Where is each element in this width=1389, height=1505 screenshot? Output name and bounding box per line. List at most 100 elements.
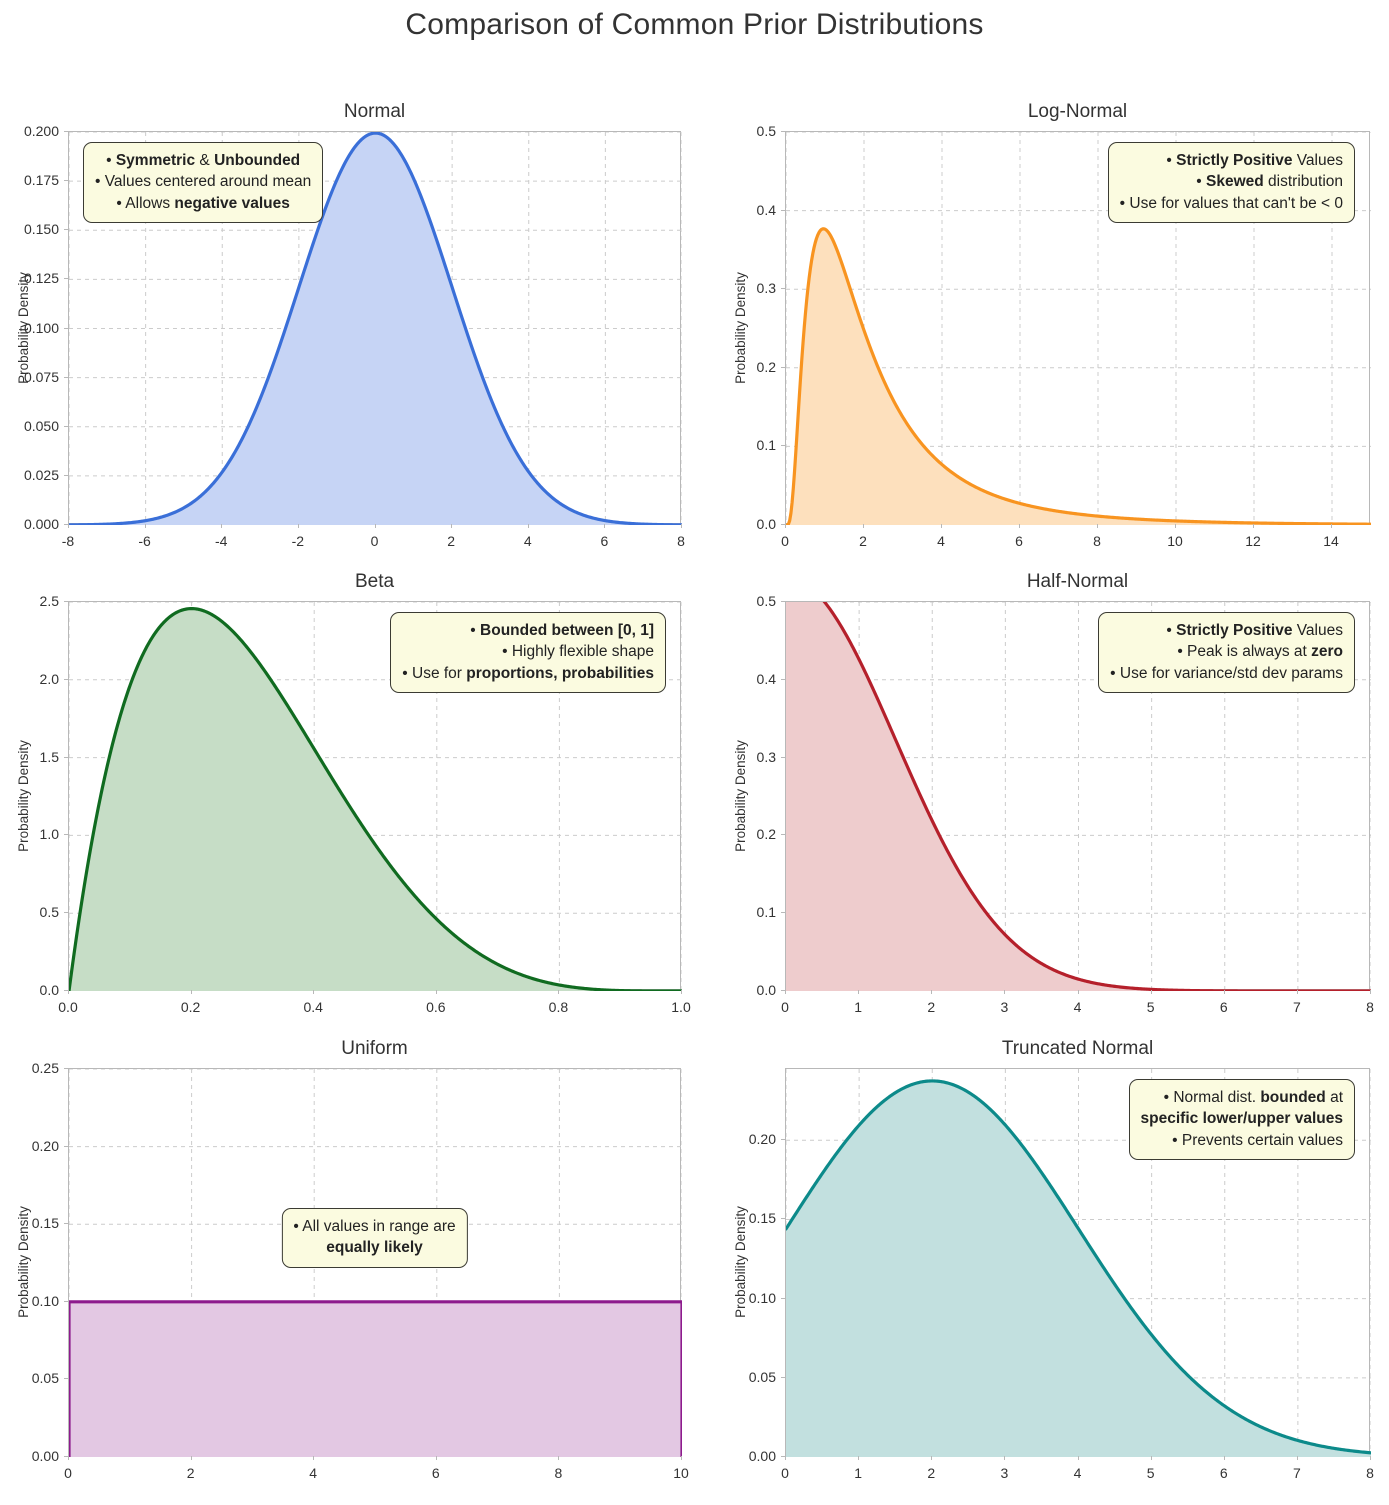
x-tick-mark [604, 524, 606, 528]
y-tick-label: 1.0 [39, 826, 59, 843]
x-tick-mark [68, 524, 69, 528]
curve-svg [69, 132, 682, 525]
y-tick-mark [781, 834, 785, 836]
curve-line [69, 607, 682, 991]
curve-line [69, 1300, 682, 1457]
subplot-truncated-normal: Truncated Normal Probability Density • Nor… [733, 1038, 1374, 1481]
x-tick-mark [558, 990, 560, 994]
x-tick-mark [297, 524, 299, 528]
x-tick-mark [1150, 990, 1152, 994]
y-tick-mark [64, 990, 68, 991]
curve-fill [786, 228, 1371, 525]
y-axis-label: Probability Density [733, 739, 748, 852]
y-tick-mark [781, 209, 785, 211]
x-tick-label: 8 [677, 533, 685, 549]
subplot-beta: Beta Probability Density • Bounded between… [16, 571, 691, 1015]
x-tick-mark [1223, 1456, 1225, 1460]
x-tick-mark [313, 990, 315, 994]
x-tick-mark [1370, 1456, 1371, 1460]
curve-line [786, 1079, 1371, 1455]
x-tick-label: 4 [937, 533, 945, 549]
y-tick-mark [781, 1218, 785, 1220]
x-tick-mark [68, 990, 69, 994]
x-tick-label: 10 [673, 1465, 689, 1481]
y-tick-label: 0.4 [756, 201, 776, 218]
x-tick-label: 0 [370, 533, 379, 549]
x-tick-label: 4 [309, 1465, 318, 1481]
x-tick-mark [1370, 990, 1371, 994]
y-tick-mark [781, 1297, 785, 1299]
x-tick-mark [68, 1456, 69, 1460]
y-tick-label: 0.4 [756, 670, 776, 687]
y-tick-label: 0.20 [31, 1137, 59, 1154]
y-tick-label: 0.175 [23, 172, 59, 189]
x-tick-label: 12 [1245, 533, 1261, 549]
y-tick-mark [64, 474, 68, 476]
y-tick-label: 0.10 [31, 1292, 59, 1309]
y-tick-label: 0.2 [756, 358, 776, 375]
y-tick-mark [64, 678, 68, 680]
x-tick-mark [558, 1456, 560, 1460]
x-tick-label: 1 [854, 1465, 863, 1481]
y-tick-mark [64, 524, 68, 525]
annotation-line: specific lower/upper values [1140, 1110, 1343, 1128]
y-tick-label: 0.15 [31, 1215, 59, 1232]
y-tick-label: 0.025 [23, 466, 59, 483]
y-tick-label: 0.200 [23, 123, 59, 139]
x-tick-label: 5 [1146, 1465, 1155, 1481]
curve-svg [786, 1069, 1371, 1457]
y-tick-label: 0.0 [39, 982, 59, 998]
x-tick-mark [313, 1456, 315, 1460]
x-tick-mark [144, 524, 146, 528]
x-tick-label: 0.8 [548, 999, 569, 1015]
x-tick-mark [863, 524, 864, 528]
y-tick-label: 0.5 [756, 123, 776, 139]
y-tick-mark [781, 131, 785, 132]
y-tick-label: 0.000 [23, 516, 59, 532]
x-tick-label: 1.0 [671, 999, 691, 1015]
annotation-line: • Strictly Positive Values [1166, 622, 1343, 639]
y-tick-mark [781, 445, 785, 447]
x-tick-mark [190, 990, 192, 994]
y-tick-label: 0.150 [23, 221, 59, 238]
y-tick-mark [781, 912, 785, 914]
x-tick-mark [858, 1456, 860, 1460]
x-tick-mark [1150, 1456, 1152, 1460]
x-tick-label: 3 [1000, 999, 1009, 1015]
y-tick-label: 0.5 [756, 593, 776, 609]
x-tick-label: -6 [138, 533, 151, 549]
x-tick-label: 6 [1015, 533, 1023, 549]
y-tick-label: 0.5 [39, 904, 59, 921]
x-tick-label: 3 [1000, 1465, 1009, 1481]
y-tick-mark [64, 912, 68, 914]
plot-area: • All values in range are equally likely [68, 1068, 682, 1457]
x-tick-label: 7 [1292, 999, 1301, 1015]
y-tick-label: 0.00 [31, 1448, 59, 1464]
y-axis-label: Probability Density [16, 1206, 31, 1318]
x-tick-label: 0.4 [303, 999, 323, 1015]
x-tick-mark [1004, 990, 1006, 994]
x-tick-mark [1097, 524, 1098, 528]
y-tick-label: 0.00 [748, 1448, 776, 1464]
x-tick-mark [1223, 990, 1225, 994]
y-tick-label: 0.125 [23, 270, 59, 287]
curve-svg [786, 132, 1371, 525]
y-axis-label: Probability Density [733, 271, 748, 384]
y-tick-mark [64, 1456, 68, 1457]
y-tick-mark [64, 756, 68, 758]
annotation-line: • Highly flexible shape [502, 643, 654, 661]
x-tick-mark [681, 990, 682, 994]
y-tick-mark [64, 1300, 68, 1302]
y-tick-mark [64, 1068, 68, 1069]
y-tick-mark [781, 756, 785, 758]
x-tick-mark [1077, 990, 1079, 994]
curve-fill [69, 133, 682, 525]
x-tick-label: 0 [64, 1465, 72, 1481]
x-tick-mark [858, 990, 860, 994]
plot-area: • Strictly Positive Values • Skewed distr… [785, 131, 1371, 525]
annotation-line: • Skewed distribution [1196, 173, 1343, 191]
y-tick-mark [64, 376, 68, 378]
y-tick-mark [781, 366, 785, 368]
x-tick-label: 0 [781, 533, 789, 549]
annotation-box: • Strictly Positive Values • Skewed distr… [1107, 142, 1355, 224]
